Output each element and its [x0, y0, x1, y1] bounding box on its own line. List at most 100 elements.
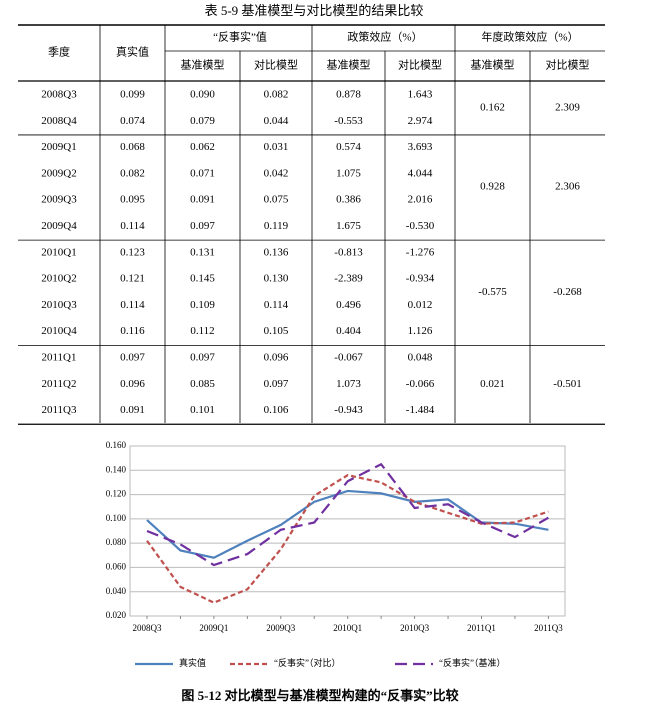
cell: -0.501	[553, 378, 581, 390]
cell: 0.031	[264, 141, 289, 153]
cell: 0.099	[120, 89, 145, 101]
cell: 0.097	[190, 352, 215, 364]
cell: 0.096	[264, 352, 289, 364]
cell: 0.123	[120, 246, 145, 258]
y-tick-label: 0.020	[106, 610, 127, 620]
cell: 2009Q1	[41, 141, 76, 153]
cell: 0.119	[264, 220, 289, 232]
cell: 0.112	[190, 325, 214, 337]
cell: 2.974	[408, 115, 433, 127]
cell: 2010Q3	[41, 299, 77, 311]
cell: 0.121	[120, 273, 145, 285]
cell: 0.091	[120, 404, 145, 416]
cell: 0.021	[480, 378, 505, 390]
cell: 0.097	[190, 220, 215, 232]
x-tick-label: 2010Q3	[400, 623, 429, 633]
series-line	[146, 473, 549, 604]
cell: 0.109	[190, 299, 215, 311]
cell: -1.484	[406, 404, 435, 416]
cell: 0.074	[120, 115, 145, 127]
cell: -0.553	[334, 115, 363, 127]
x-tick-label: 2011Q1	[467, 623, 496, 633]
cell: -0.268	[553, 286, 582, 298]
y-tick-label: 0.100	[106, 513, 127, 523]
x-tick-label: 2008Q3	[133, 623, 162, 633]
cell: 0.130	[264, 273, 289, 285]
cell: 0.048	[408, 352, 433, 364]
header-cell: 对比模型	[546, 58, 590, 72]
cell: 1.126	[408, 325, 433, 337]
cell: 0.042	[264, 167, 289, 179]
cell: 2011Q1	[41, 352, 76, 364]
table-title: 表 5-9 基准模型与对比模型的结果比较	[205, 3, 424, 18]
cell: 0.071	[190, 167, 215, 179]
cell: 2009Q3	[41, 194, 77, 206]
y-tick-label: 0.040	[106, 586, 127, 596]
cell: 2008Q3	[41, 89, 77, 101]
y-tick-label: 0.140	[106, 464, 127, 474]
cell: -0.066	[406, 378, 435, 390]
cell: -0.943	[334, 404, 363, 416]
cell: 0.404	[336, 325, 361, 337]
cell: 0.075	[264, 194, 289, 206]
figure-caption: 图 5-12 对比模型与基准模型构建的“反事实”比较	[181, 688, 458, 703]
cell: -0.067	[334, 352, 363, 364]
header-cell: “反事实”值	[213, 30, 267, 44]
cell: 0.079	[190, 115, 215, 127]
x-tick-label: 2009Q3	[266, 623, 295, 633]
cell: 0.062	[190, 141, 215, 153]
cell: 0.096	[120, 378, 145, 390]
cell: 0.106	[264, 404, 289, 416]
header-cell: 基准模型	[181, 58, 225, 72]
cell: -0.813	[334, 246, 363, 258]
cell: 0.044	[264, 115, 289, 127]
x-tick-label: 2011Q3	[534, 623, 563, 633]
header-cell: 季度	[48, 45, 70, 59]
cell: 0.082	[120, 167, 145, 179]
y-tick-label: 0.080	[106, 537, 127, 547]
cell: 0.131	[190, 246, 215, 258]
cell: -0.934	[406, 273, 435, 285]
cell: 4.044	[408, 167, 433, 179]
header-cell: 年度政策效应（%）	[481, 30, 578, 44]
cell: 0.136	[264, 246, 289, 258]
cell: 2009Q2	[41, 167, 76, 179]
cell: 0.101	[190, 404, 215, 416]
cell: 0.095	[120, 194, 145, 206]
x-tick-label: 2009Q1	[199, 623, 228, 633]
cell: 0.097	[120, 352, 145, 364]
cell: 0.114	[120, 299, 145, 311]
legend-label: 真实值	[179, 657, 206, 668]
y-tick-label: 0.160	[106, 440, 127, 450]
cell: 2010Q1	[41, 246, 76, 258]
cell: 0.114	[120, 220, 145, 232]
cell: 0.114	[264, 299, 289, 311]
cell: 0.105	[264, 325, 289, 337]
cell: 0.068	[120, 141, 145, 153]
cell: 2008Q4	[41, 115, 77, 127]
cell: 0.386	[336, 194, 361, 206]
cell: 2.306	[555, 181, 580, 193]
cell: -1.276	[406, 246, 435, 258]
chart: 0.020 0.040 0.060 0.080 0.100 0.120 0.140 0.160…	[106, 440, 565, 668]
cell: 2011Q3	[41, 404, 77, 416]
series-line	[146, 462, 549, 567]
table: 季度 真实值 “反事实”值 政策效应（%） 年度政策效应（%） 基准模型 对比模型 基准模型 对…	[18, 24, 605, 425]
cell: 0.878	[336, 89, 361, 101]
header-cell: 基准模型	[327, 58, 371, 72]
cell: -0.575	[478, 286, 507, 298]
cell: 1.643	[408, 89, 433, 101]
cell: 0.085	[190, 378, 215, 390]
cell: 0.097	[264, 378, 289, 390]
cell: 0.574	[336, 141, 361, 153]
cell: -0.530	[406, 220, 435, 232]
header-cell: 基准模型	[471, 58, 515, 72]
cell: 2010Q2	[41, 273, 76, 285]
header-cell: 对比模型	[254, 58, 298, 72]
legend-label: “反事实”（对比）	[274, 657, 341, 668]
header-cell: 政策效应（%）	[347, 30, 422, 44]
cell: 2010Q4	[41, 325, 77, 337]
header-cell: 对比模型	[398, 58, 442, 72]
y-tick-label: 0.060	[106, 561, 127, 571]
